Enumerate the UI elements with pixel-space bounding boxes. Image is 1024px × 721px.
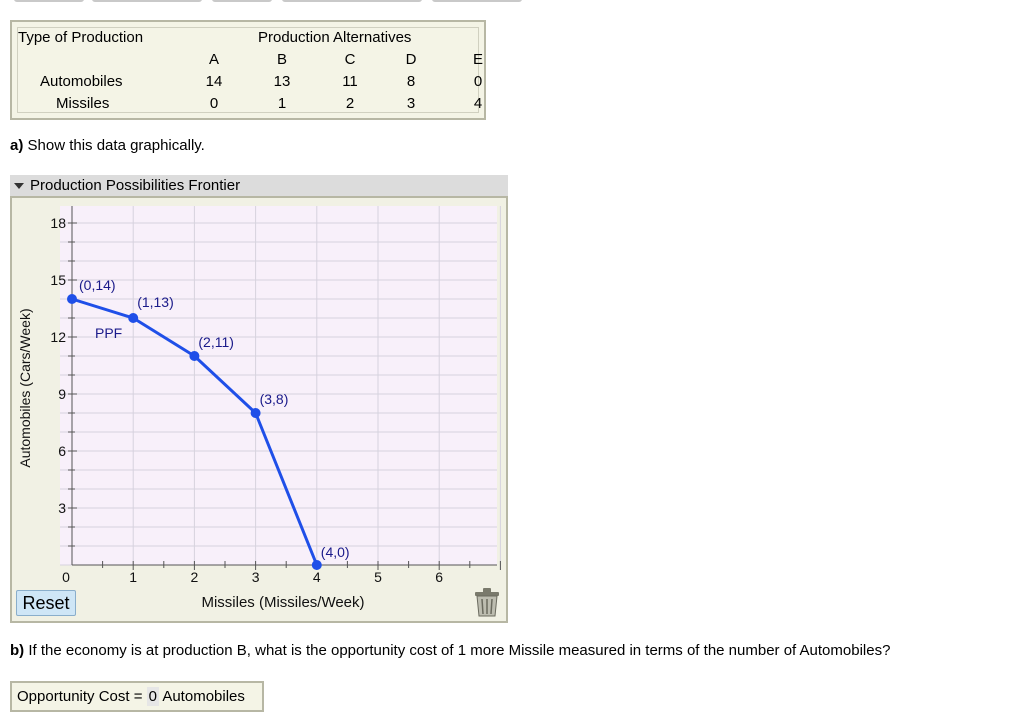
question-b-prefix: b) (10, 642, 25, 659)
question-a: a) Show this data graphically. (10, 137, 205, 154)
y-tick-label: 3 (58, 500, 66, 516)
question-a-text: Show this data graphically. (23, 137, 205, 154)
question-b: b) If the economy is at production B, wh… (10, 642, 890, 659)
column-header: A (208, 51, 219, 68)
collapse-triangle-icon[interactable] (14, 183, 24, 190)
y-tick-label: 15 (50, 272, 66, 288)
data-point (128, 313, 139, 323)
trash-icon[interactable] (472, 586, 502, 618)
data-point (189, 351, 200, 361)
table-cell: 1 (277, 95, 287, 112)
data-point-label: (0,14) (79, 277, 116, 293)
table-cell: 14 (205, 73, 223, 90)
reset-button[interactable]: Reset (16, 590, 76, 616)
x-tick-label: 4 (313, 569, 321, 585)
data-point-label: (1,13) (137, 294, 174, 310)
row-label-missiles: Missiles (56, 95, 110, 112)
row-label-automobiles: Automobiles (40, 73, 123, 90)
y-tick-label: 9 (58, 386, 66, 402)
data-point (67, 294, 77, 304)
ppf-graph-frame: 3 6 9 12 15 18 1 2 3 4 5 6 0 Automobiles (Cars/Week) M… (10, 196, 508, 623)
opportunity-cost-answer: Opportunity Cost = 0 Automobiles (10, 681, 264, 712)
table-cell: 11 (342, 73, 358, 90)
column-header: C (344, 51, 356, 68)
x-tick-label: 1 (129, 569, 137, 585)
column-header: E (472, 51, 483, 68)
table-cell: 4 (473, 95, 483, 112)
answer-suffix: Automobiles (159, 688, 245, 705)
data-point (311, 560, 322, 570)
y-tick-label: 12 (50, 329, 66, 345)
data-point-label: (3,8) (260, 391, 289, 407)
y-axis-label: Automobiles (Cars/Week) (17, 308, 33, 467)
clipped-text-strip (0, 0, 1024, 6)
ppf-panel-header[interactable]: Production Possibilities Frontier (10, 175, 508, 196)
data-point-label: (4,0) (321, 544, 350, 560)
x-tick-label: 6 (435, 569, 443, 585)
y-tick-label: 18 (50, 215, 66, 231)
table-cell: 8 (406, 73, 416, 90)
y-tick-label: 6 (58, 443, 66, 459)
production-table-inner: Type of Production Production Alternativ… (17, 27, 483, 113)
origin-label: 0 (62, 569, 70, 585)
question-a-prefix: a) (10, 137, 24, 154)
x-tick-label: 2 (191, 569, 199, 585)
production-table: Type of Production Production Alternativ… (10, 20, 486, 120)
x-tick-label: 3 (252, 569, 260, 585)
plot-background (60, 206, 497, 565)
column-header: B (276, 51, 287, 68)
answer-prefix: Opportunity Cost = (17, 688, 147, 705)
table-cell: 0 (209, 95, 219, 112)
table-cell: 3 (406, 95, 416, 112)
question-b-text: If the economy is at production B, what … (24, 642, 891, 659)
alternatives-header: Production Alternatives (258, 29, 412, 46)
column-header: D (405, 51, 417, 68)
ppf-panel-title: Production Possibilities Frontier (30, 177, 241, 194)
data-point (250, 408, 261, 418)
table-cell: 2 (345, 95, 355, 112)
table-cell: 13 (273, 73, 291, 90)
table-cell: 0 (473, 73, 483, 90)
x-tick-label: 5 (374, 569, 382, 585)
x-axis-label: Missiles (Missiles/Week) (201, 594, 364, 611)
series-label-ppf: PPF (95, 325, 122, 341)
data-point-label: (2,11) (198, 334, 234, 350)
type-header: Type of Production (18, 29, 144, 46)
opportunity-cost-input[interactable]: 0 (146, 687, 159, 706)
